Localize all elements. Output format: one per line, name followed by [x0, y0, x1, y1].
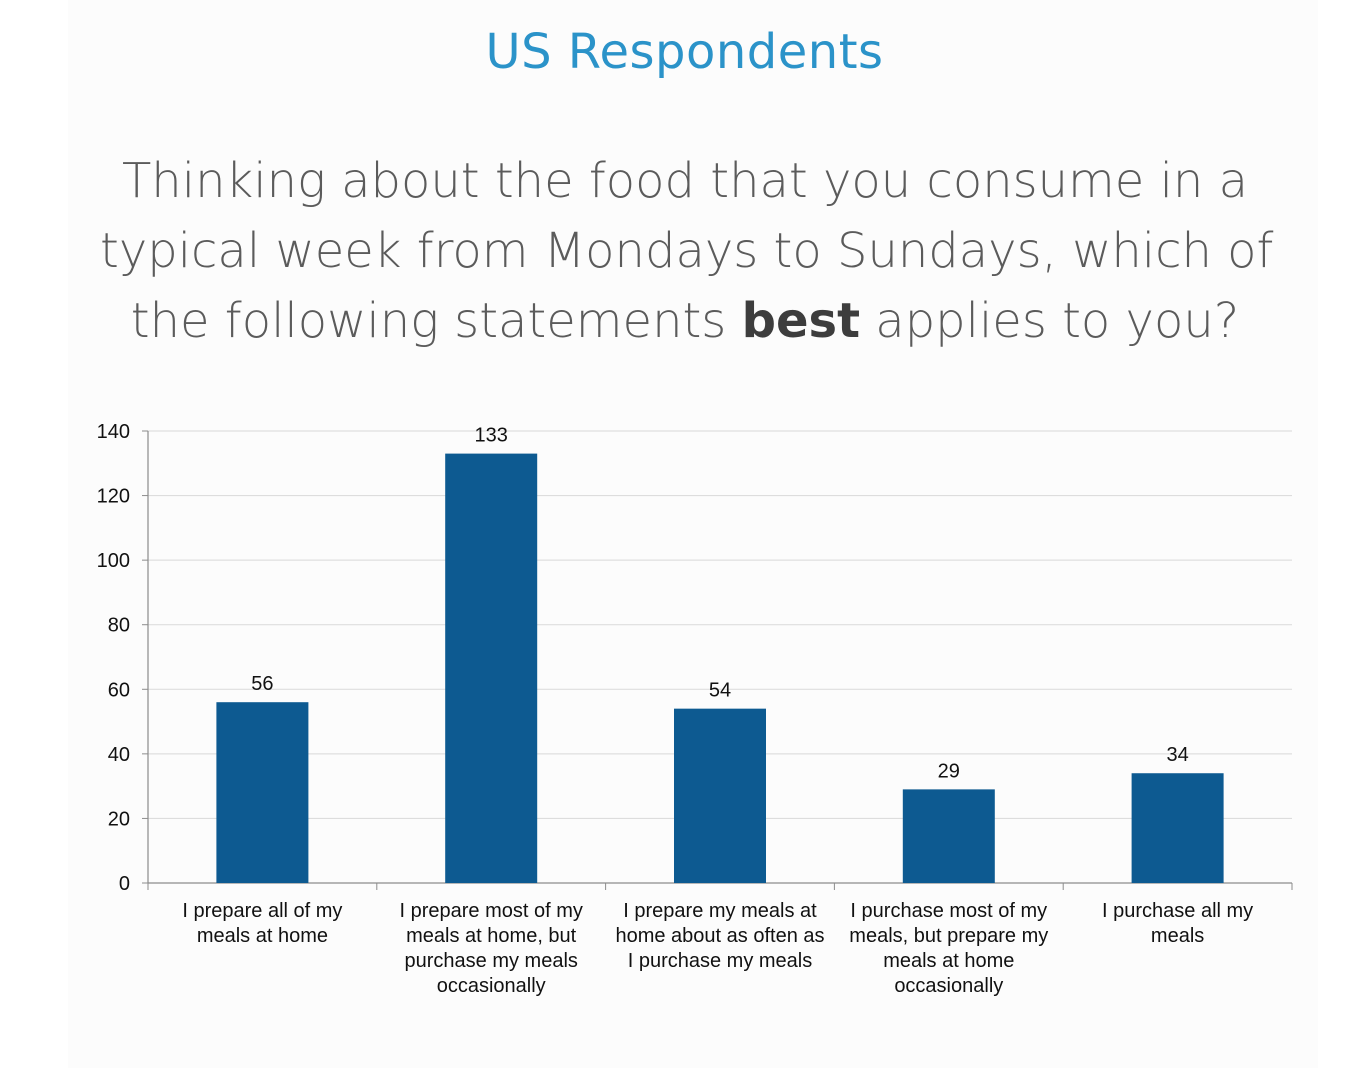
x-category-label: I prepare my meals at home about as often… — [615, 900, 824, 972]
data-label: 54 — [709, 680, 731, 702]
data-label: 56 — [251, 673, 273, 695]
bar-3 — [674, 708, 766, 883]
question-emphasis: best — [741, 293, 861, 349]
question-line-3-end: applies to you? — [860, 293, 1240, 349]
labels: 0 20 40 60 80 100 120 140 56 I prepare all of my m… — [97, 421, 1254, 997]
x-category-label-line: I prepare my meals at — [623, 900, 817, 922]
data-label: 29 — [938, 760, 960, 782]
bar-5 — [1131, 773, 1224, 883]
x-category-label-line: meals at home — [197, 925, 328, 947]
y-tick-label: 140 — [97, 421, 130, 443]
question-line-1: Thinking about the food that you consume… — [121, 153, 1249, 209]
chart-panel — [68, 0, 1318, 1068]
question-line-3-start: the following statements — [130, 293, 742, 349]
x-category-label: I prepare most of my meals at home, but pu… — [399, 900, 582, 997]
y-tick-label: 100 — [97, 550, 130, 572]
x-category-label-line: meals — [1151, 925, 1204, 947]
data-label: 34 — [1166, 744, 1188, 766]
bar-4 — [902, 789, 995, 883]
question-line-2: typical week from Mondays to Sundays, wh… — [100, 223, 1274, 279]
y-tick-label: 40 — [108, 744, 130, 766]
x-category-label-line: meals at home — [883, 950, 1014, 972]
x-category-label-line: I purchase my meals — [628, 950, 813, 972]
x-category-label-line: I purchase all my — [1102, 900, 1253, 922]
x-category-label-line: I prepare all of my — [182, 900, 342, 922]
y-tick-label: 120 — [97, 486, 130, 508]
x-category-label-line: meals at home, but — [406, 925, 577, 947]
y-tick-label: 20 — [108, 808, 130, 830]
page-title: US Respondents — [485, 24, 884, 80]
x-category-label-line: occasionally — [437, 975, 546, 997]
survey-question: Thinking about the food that you consume… — [100, 146, 1274, 356]
x-category-label-line: meals, but prepare my — [849, 925, 1048, 947]
x-category-label: I purchase most of my meals, but prepare … — [849, 900, 1048, 997]
x-category-label-line: home about as often as — [615, 925, 824, 947]
bar-1 — [216, 702, 309, 883]
x-category-label: I prepare all of my meals at home — [182, 900, 342, 947]
y-tick-label: 0 — [119, 873, 130, 895]
data-label: 133 — [475, 425, 508, 447]
bars — [216, 453, 1224, 883]
x-category-label-line: I purchase most of my — [850, 900, 1047, 922]
x-category-label-line: occasionally — [894, 975, 1003, 997]
question-line-3: the following statements best applies to… — [100, 286, 1270, 356]
y-tick-label: 60 — [108, 679, 130, 701]
y-tick-label: 80 — [108, 615, 130, 637]
x-category-label-line: I prepare most of my — [399, 900, 582, 922]
x-category-label-line: purchase my meals — [404, 950, 577, 972]
x-category-label: I purchase all my meals — [1102, 900, 1253, 947]
bar-2 — [445, 453, 538, 883]
